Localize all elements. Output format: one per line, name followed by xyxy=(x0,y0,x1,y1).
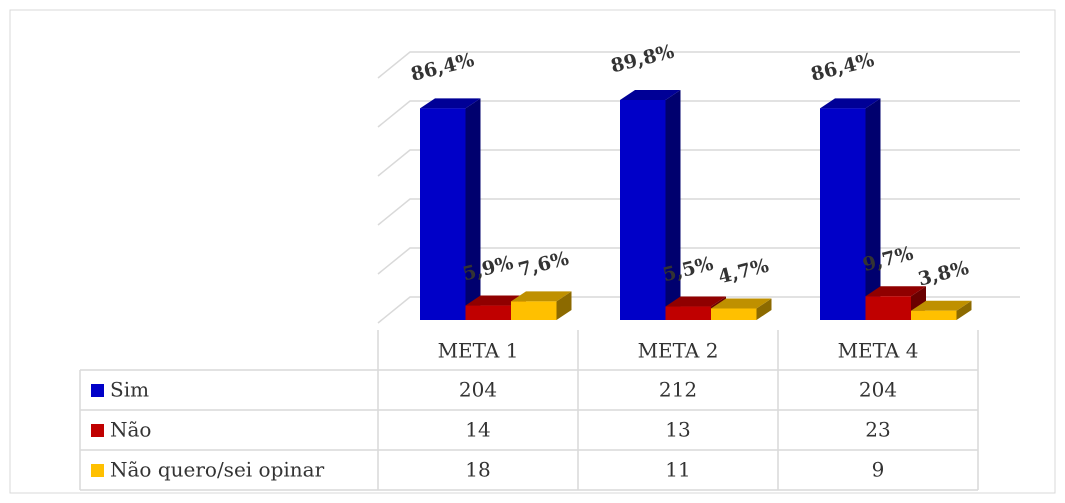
bar xyxy=(420,98,481,320)
grid-line xyxy=(377,149,1020,177)
bar-front xyxy=(511,301,557,320)
legend-label: Não quero/sei opinar xyxy=(110,458,325,482)
legend-label: Sim xyxy=(110,378,149,402)
chart-border xyxy=(9,9,1056,494)
x-tick-label: META 1 xyxy=(438,339,519,363)
bar-top xyxy=(420,98,481,109)
grid-line xyxy=(377,198,1020,226)
bar-top xyxy=(711,298,772,309)
table-cell: 204 xyxy=(459,378,497,402)
bar xyxy=(511,291,572,320)
bar-top xyxy=(511,291,572,302)
bar-top xyxy=(865,286,926,297)
bar xyxy=(820,98,881,320)
bar-side xyxy=(556,291,572,320)
bar-side xyxy=(756,298,772,320)
bar xyxy=(620,89,681,321)
legend-swatch xyxy=(91,384,104,397)
bar-side xyxy=(956,300,972,320)
bar-front xyxy=(911,310,957,320)
table-cell: 11 xyxy=(665,458,690,482)
bar-side xyxy=(665,89,681,321)
x-tick-label: META 2 xyxy=(638,339,719,363)
bar-top xyxy=(911,300,972,311)
table-cell: 18 xyxy=(465,458,490,482)
table-cell: 13 xyxy=(665,418,690,442)
x-tick-label: META 4 xyxy=(838,339,919,363)
bar-front xyxy=(665,306,711,320)
bar xyxy=(911,300,972,320)
legend-swatch xyxy=(91,424,104,437)
table-cell: 9 xyxy=(872,458,885,482)
bar-front xyxy=(620,99,666,321)
bar-front xyxy=(865,296,911,320)
bar-side xyxy=(865,98,881,320)
bar-front xyxy=(420,108,466,320)
table-cell: 14 xyxy=(465,418,490,442)
table-cell: 212 xyxy=(659,378,697,402)
bar-front xyxy=(711,308,757,320)
bar-top xyxy=(665,296,726,307)
grid-line xyxy=(377,51,1020,79)
legend-swatch xyxy=(91,464,104,477)
bar-top xyxy=(620,89,681,100)
grid-line xyxy=(377,100,1020,128)
bar-top xyxy=(820,98,881,109)
bar xyxy=(711,298,772,320)
table-cell: 204 xyxy=(859,378,897,402)
grid-line xyxy=(377,296,1020,324)
grid-line xyxy=(377,247,1020,275)
legend-label: Não xyxy=(110,418,151,442)
bar-front xyxy=(820,108,866,320)
table-cell: 23 xyxy=(865,418,890,442)
bar-front xyxy=(465,305,511,320)
bar-side xyxy=(465,98,481,320)
bar-top xyxy=(465,295,526,306)
